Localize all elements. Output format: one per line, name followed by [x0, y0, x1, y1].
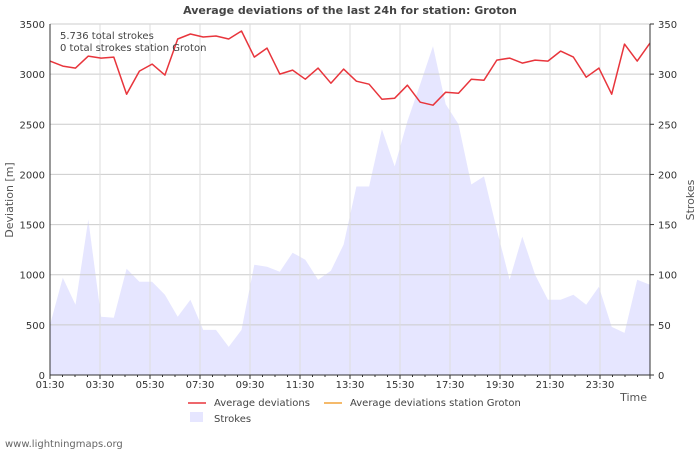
info-total-strokes: 5.736 total strokes — [60, 31, 154, 42]
legend: Average deviations Average deviations st… — [188, 398, 521, 425]
y-tick-right: 300 — [658, 70, 677, 81]
y-tick-left: 0 — [39, 371, 45, 382]
y-tick-right: 250 — [658, 120, 677, 131]
x-ticks: 01:30 03:30 05:30 07:30 09:30 11:30 13:30 15:30… — [36, 375, 651, 391]
y-tick-right: 100 — [658, 271, 677, 282]
legend-label-deviations: Average deviations — [214, 398, 310, 409]
y-tick-left: 3000 — [20, 70, 45, 81]
legend-label-strokes: Strokes — [214, 414, 251, 425]
y-tick-right: 150 — [658, 221, 677, 232]
x-tick-label: 13:30 — [336, 380, 365, 391]
x-tick-label: 21:30 — [536, 380, 565, 391]
y-axis-left-label: Deviation [m] — [3, 162, 16, 237]
left-y-ticks: 0 500 1000 1500 2000 2500 3000 3500 — [20, 20, 45, 382]
x-axis-label: Time — [619, 391, 647, 404]
y-tick-right: 200 — [658, 170, 677, 181]
y-tick-left: 1500 — [20, 221, 45, 232]
grid — [50, 23, 650, 375]
y-axis-right-label: Strokes — [684, 179, 697, 220]
y-tick-left: 500 — [26, 321, 45, 332]
x-tick-label: 19:30 — [486, 380, 515, 391]
y-tick-left: 3500 — [20, 20, 45, 31]
info-station-strokes: 0 total strokes station Groton — [60, 43, 206, 54]
y-tick-left: 2000 — [20, 170, 45, 181]
x-tick-label: 11:30 — [286, 380, 315, 391]
chart-title: Average deviations of the last 24h for s… — [183, 4, 517, 17]
y-tick-right: 50 — [658, 321, 671, 332]
legend-swatch-strokes — [190, 412, 203, 422]
y-tick-left: 2500 — [20, 120, 45, 131]
right-y-ticks: 0 50 100 150 200 250 300 350 — [650, 20, 677, 382]
deviation-line-layer — [49, 30, 651, 106]
x-tick-label: 23:30 — [586, 380, 615, 391]
y-tick-left: 1000 — [20, 271, 45, 282]
x-tick-label: 15:30 — [386, 380, 415, 391]
x-tick-label: 17:30 — [436, 380, 465, 391]
legend-label-station-deviations: Average deviations station Groton — [350, 398, 521, 409]
footer-credit: www.lightningmaps.org — [5, 439, 123, 450]
x-tick-label: 07:30 — [186, 380, 215, 391]
y-tick-right: 350 — [658, 20, 677, 31]
x-tick-label: 03:30 — [86, 380, 115, 391]
y-tick-right: 0 — [658, 371, 664, 382]
x-tick-label: 01:30 — [36, 380, 65, 391]
deviation-line — [49, 30, 651, 106]
x-tick-label: 05:30 — [136, 380, 165, 391]
x-tick-label: 09:30 — [236, 380, 265, 391]
